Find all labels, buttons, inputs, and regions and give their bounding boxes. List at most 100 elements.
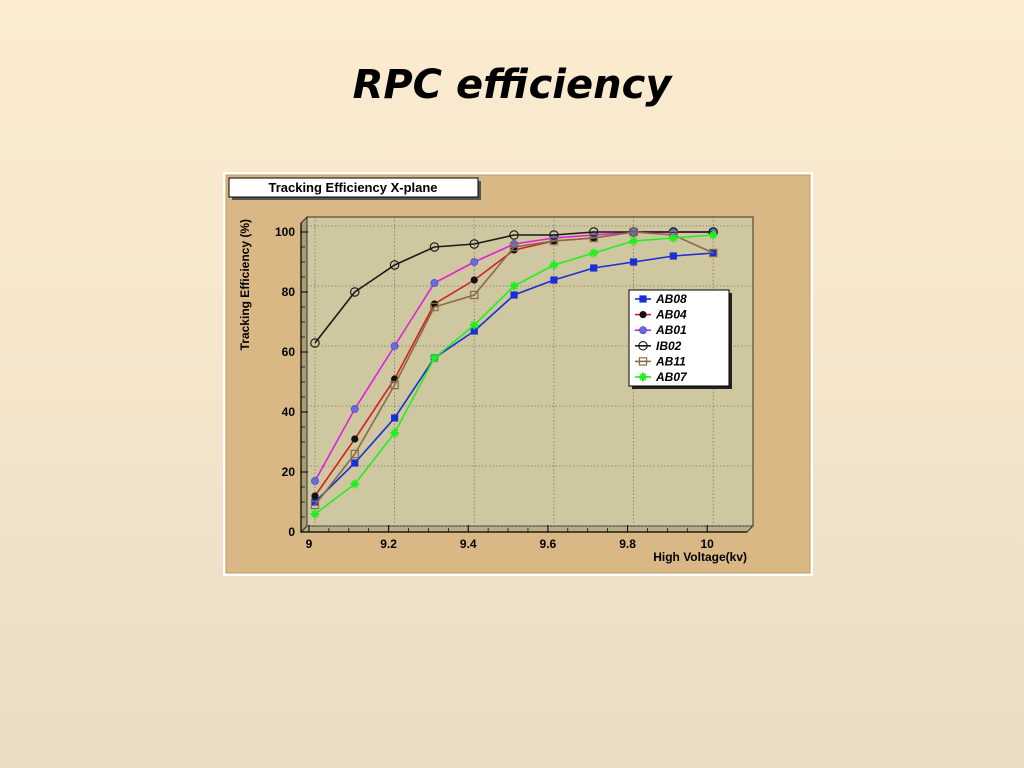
data-point <box>351 459 359 467</box>
legend-label: AB08 <box>655 292 687 306</box>
data-point <box>430 353 439 363</box>
series-ab11 <box>310 227 718 510</box>
data-point <box>470 258 479 266</box>
data-point <box>311 477 319 485</box>
x-tick-label: 9.2 <box>380 537 397 551</box>
data-point <box>629 258 638 266</box>
data-point <box>669 252 677 260</box>
data-point <box>310 338 320 348</box>
data-point <box>350 449 359 459</box>
y-tick-label: 20 <box>282 465 296 479</box>
series-ib02 <box>310 227 718 348</box>
y-axis-title: Tracking Efficiency (%) <box>238 219 252 350</box>
data-point <box>390 428 400 438</box>
data-point <box>390 342 399 350</box>
legend-entry: AB01 <box>635 323 687 337</box>
data-point <box>311 492 319 500</box>
star-arm <box>639 373 647 381</box>
data-point <box>589 248 599 258</box>
data-point <box>350 287 360 297</box>
data-point <box>550 276 558 284</box>
series-ab07 <box>310 230 718 519</box>
legend-label: AB11 <box>655 354 686 368</box>
data-point <box>351 435 359 443</box>
star-arm <box>709 231 717 239</box>
star-arm <box>629 237 638 245</box>
x-tick-label: 9.6 <box>540 537 557 551</box>
legend-entry: AB04 <box>635 308 687 322</box>
data-point <box>629 236 638 246</box>
data-point <box>708 248 718 258</box>
legend-entry: AB07 <box>635 370 688 384</box>
data-point <box>589 233 598 243</box>
data-point <box>590 264 598 272</box>
x-tick-label: 9.4 <box>460 537 477 551</box>
data-point <box>549 260 559 270</box>
data-point <box>310 500 320 510</box>
data-point <box>469 239 480 249</box>
data-point <box>639 311 647 319</box>
star-arm <box>311 510 319 518</box>
data-point <box>350 405 359 413</box>
y-tick-label: 80 <box>282 285 296 299</box>
x-tick-label: 10 <box>700 537 714 551</box>
plot-left-wall <box>300 215 308 534</box>
star-arm <box>430 354 439 362</box>
data-point <box>390 380 399 390</box>
data-point <box>629 227 638 237</box>
data-point <box>470 290 479 300</box>
data-point <box>638 341 648 351</box>
y-tick-label: 100 <box>275 225 295 239</box>
data-point <box>510 291 518 299</box>
legend-label: IB02 <box>656 339 682 353</box>
series-line <box>314 231 714 344</box>
star-arm <box>510 282 518 290</box>
x-axis-title: High Voltage(kv) <box>653 550 747 564</box>
data-point <box>509 281 519 291</box>
legend-entry: IB02 <box>635 339 682 353</box>
star-arm <box>590 249 598 257</box>
data-point <box>310 509 320 519</box>
legend-label: AB01 <box>655 323 687 337</box>
series-layer <box>310 227 718 519</box>
star-arm <box>351 480 359 488</box>
data-point <box>509 242 519 252</box>
y-tick-label: 0 <box>288 525 295 539</box>
y-tick-label: 60 <box>282 345 296 359</box>
title-box <box>228 177 479 198</box>
x-tick-label: 9 <box>306 537 313 551</box>
data-point <box>469 320 479 330</box>
data-point <box>391 414 399 422</box>
chart-title: Tracking Efficiency X-plane <box>268 180 437 195</box>
data-point <box>639 326 647 335</box>
legend-label: AB07 <box>655 370 688 384</box>
data-point <box>549 230 559 240</box>
y-tick-label: 40 <box>282 405 296 419</box>
star-arm <box>550 261 558 269</box>
data-point <box>389 260 400 270</box>
data-point <box>549 236 559 246</box>
data-point <box>638 357 648 366</box>
data-point <box>639 295 647 303</box>
chart-title-box: Tracking Efficiency X-plane <box>228 177 481 200</box>
star-arm <box>470 321 478 329</box>
star-arm <box>669 234 678 242</box>
data-point <box>429 242 440 252</box>
data-point <box>638 372 648 382</box>
data-point <box>509 230 519 240</box>
legend-label: AB04 <box>655 308 687 322</box>
data-point <box>588 227 599 237</box>
data-point <box>470 327 478 335</box>
series-line <box>314 231 714 506</box>
legend-box <box>628 289 730 387</box>
legend-entry: AB11 <box>635 354 686 368</box>
data-point <box>668 233 678 243</box>
legend-entry: AB08 <box>635 292 687 306</box>
slide-title: RPC efficiency <box>352 62 672 108</box>
star-arm <box>390 429 399 437</box>
data-point <box>470 276 478 284</box>
data-point <box>708 230 718 240</box>
